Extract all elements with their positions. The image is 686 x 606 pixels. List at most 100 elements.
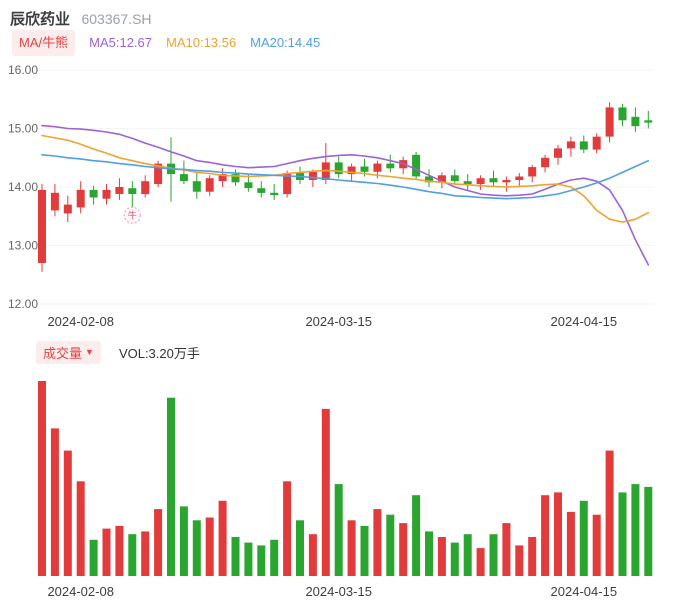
ma-line-ma5 — [41, 124, 650, 266]
stock-name: 辰欣药业 — [10, 11, 71, 28]
x-axis-label: 2024-04-15 — [550, 314, 618, 329]
candle — [192, 181, 201, 192]
bull-marker[interactable]: 牛 — [123, 206, 141, 224]
volume-bar — [373, 509, 382, 576]
candle — [425, 176, 433, 183]
ma-line-ma20 — [41, 154, 650, 200]
volume-bar — [141, 531, 150, 576]
volume-bar — [192, 520, 201, 576]
volume-bar — [63, 450, 72, 576]
volume-bar — [592, 514, 601, 576]
y-tick-label: 13.00 — [8, 239, 38, 253]
volume-bar — [437, 537, 446, 576]
indicator-legend: MA/牛熊 MA5:12.67 MA10:13.56 MA20:14.45 — [0, 30, 686, 56]
volume-bar — [128, 534, 137, 576]
candle — [515, 176, 524, 180]
volume-bar — [425, 531, 433, 576]
candle — [592, 136, 601, 150]
volume-bar — [321, 408, 330, 576]
volume-bar — [205, 517, 214, 576]
candle — [179, 174, 188, 182]
x-axis-label: 2024-03-15 — [305, 584, 372, 599]
y-tick-label: 16.00 — [8, 63, 38, 77]
volume-bar — [450, 542, 459, 576]
candle — [205, 178, 214, 192]
candle — [334, 162, 343, 175]
volume-bar — [115, 525, 124, 576]
candle — [231, 174, 240, 183]
candle — [541, 157, 550, 168]
candle — [347, 166, 356, 175]
volume-bar — [296, 520, 304, 576]
candle — [50, 192, 59, 211]
volume-bar — [218, 500, 227, 576]
candle — [644, 120, 653, 123]
candle — [360, 166, 369, 172]
candle — [257, 188, 266, 193]
candle — [463, 181, 472, 185]
volume-bar — [270, 539, 279, 576]
volume-x-axis: 2024-02-08 2024-03-15 2024-04-15 — [0, 582, 686, 602]
candle — [141, 181, 150, 195]
bull-marker-text: 牛 — [128, 210, 137, 221]
volume-bar — [89, 539, 98, 576]
volume-bar — [360, 525, 369, 576]
y-tick-label: 15.00 — [8, 122, 38, 136]
volume-bar — [631, 484, 640, 576]
volume-badge-label: 成交量 — [43, 345, 83, 361]
caret-down-icon: ▼ — [85, 347, 94, 357]
candle — [102, 189, 111, 199]
volume-bar — [257, 545, 266, 576]
volume-bar — [334, 484, 343, 576]
candle — [489, 178, 498, 183]
volume-bar — [554, 492, 562, 576]
candle — [476, 178, 485, 184]
volume-bar — [102, 528, 111, 576]
candle — [437, 175, 446, 183]
candle — [154, 163, 163, 185]
volume-bar — [412, 495, 421, 576]
volume-bar — [244, 542, 253, 576]
volume-bar — [528, 537, 537, 576]
candle — [89, 189, 98, 198]
candle — [373, 163, 382, 172]
candle — [218, 174, 227, 182]
candle — [128, 188, 137, 194]
ma-indicator-badge[interactable]: MA/牛熊 — [12, 30, 76, 56]
x-axis-label: 2024-02-08 — [47, 314, 114, 329]
candle — [566, 141, 575, 149]
bull-marker-circle — [123, 206, 141, 224]
volume-bar — [283, 481, 292, 576]
x-axis-label: 2024-02-08 — [47, 584, 114, 599]
ma-line-ma10 — [41, 134, 650, 223]
volume-bar — [179, 506, 188, 576]
volume-bar — [463, 534, 472, 576]
candle — [618, 107, 627, 121]
volume-header: 成交量 ▼ VOL:3.20万手 — [0, 340, 686, 364]
volume-bar — [347, 520, 356, 576]
volume-bar — [541, 495, 550, 576]
ma20-value: MA20:14.45 — [250, 35, 321, 50]
volume-indicator-dropdown[interactable]: 成交量 ▼ — [36, 340, 101, 364]
candle — [76, 189, 85, 208]
candle — [631, 116, 640, 127]
volume-value: VOL:3.20万手 — [118, 345, 200, 361]
volume-bar — [386, 514, 395, 576]
volume-bar — [476, 548, 485, 576]
volume-bar — [50, 428, 59, 576]
volume-bar — [489, 534, 498, 576]
volume-bar — [502, 523, 511, 576]
volume-bar — [76, 481, 85, 576]
candle — [554, 148, 562, 158]
candle — [270, 192, 279, 196]
x-axis-label: 2024-03-15 — [305, 314, 372, 329]
candle — [579, 141, 588, 150]
price-chart-svg[interactable]: 16.00 15.00 14.00 13.00 12.00 牛 — [0, 56, 686, 312]
volume-bar — [618, 492, 627, 576]
volume-chart-svg[interactable] — [0, 368, 686, 582]
candle — [38, 189, 46, 263]
y-tick-label: 12.00 — [8, 297, 38, 311]
volume-bar — [605, 450, 614, 576]
volume-bar — [644, 486, 653, 576]
